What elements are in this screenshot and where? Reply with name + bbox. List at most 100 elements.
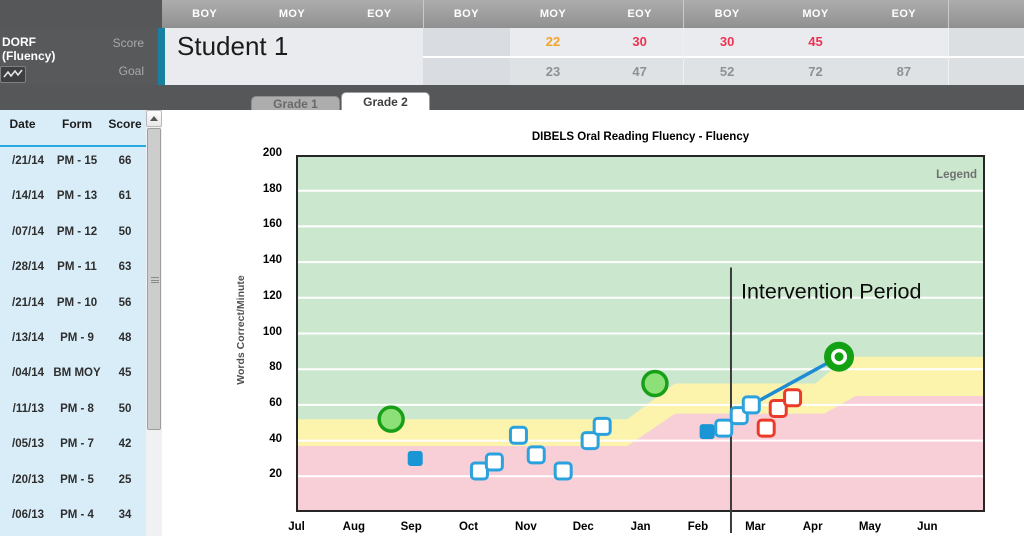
tab-grade-2[interactable]: Grade 2 bbox=[341, 92, 430, 110]
table-row[interactable]: /05/13 PM - 7 42 bbox=[0, 427, 146, 462]
cell-date: /11/13 bbox=[12, 402, 44, 415]
header-period-label: BOY bbox=[714, 8, 740, 20]
data-point-progress-monitoring-score[interactable] bbox=[553, 461, 573, 481]
x-axis-month-label: Nov bbox=[515, 521, 537, 533]
benchmark-goal-value: 47 bbox=[596, 57, 683, 85]
cell-score: 50 bbox=[118, 225, 132, 238]
x-axis-month-label: Dec bbox=[572, 521, 594, 533]
y-axis-tick-label: 140 bbox=[262, 254, 282, 267]
cell-score: 42 bbox=[118, 438, 132, 451]
cell-form: BM MOY bbox=[53, 367, 101, 380]
header-period-label: EOY bbox=[627, 8, 652, 20]
table-row[interactable]: /06/13 PM - 4 34 bbox=[0, 498, 146, 533]
scrollbar-thumb[interactable] bbox=[147, 128, 161, 430]
benchmark-goal-value: 72 bbox=[771, 57, 860, 85]
data-point-intervention-pm-score[interactable] bbox=[756, 418, 776, 438]
x-axis-month-label: Feb bbox=[687, 521, 709, 533]
y-axis-tick-label: 60 bbox=[269, 396, 282, 409]
chart-plot: Intervention Period Legend bbox=[296, 155, 985, 533]
cell-form: PM - 8 bbox=[60, 402, 94, 415]
benchmark-score-value: 22 bbox=[509, 28, 597, 56]
data-point-progress-monitoring-score[interactable] bbox=[469, 461, 489, 481]
data-point-benchmark-goal[interactable] bbox=[641, 369, 669, 398]
cell-date: /06/13 bbox=[12, 508, 44, 521]
toolbar-strip bbox=[0, 85, 1024, 110]
x-axis-month-label: Mar bbox=[745, 521, 766, 533]
y-axis-tick-label: 200 bbox=[262, 147, 282, 159]
data-point-intervention-pm-score[interactable] bbox=[783, 388, 803, 408]
table-row[interactable]: /21/14 PM - 15 66 bbox=[0, 144, 146, 179]
header-period-label: MOY bbox=[278, 8, 306, 20]
data-point-progress-monitoring-score[interactable] bbox=[592, 416, 612, 436]
table-row[interactable]: /21/14 PM - 10 56 bbox=[0, 286, 146, 321]
header-corner bbox=[0, 0, 162, 28]
cell-score: 63 bbox=[118, 261, 132, 274]
data-point-progress-monitoring-score[interactable] bbox=[714, 418, 734, 438]
table-row[interactable]: /28/14 PM - 11 63 bbox=[0, 250, 146, 285]
student-name: Student 1 bbox=[177, 31, 289, 61]
data-point-progress-monitoring-score[interactable] bbox=[526, 445, 546, 465]
cell-form: PM - 7 bbox=[60, 438, 94, 451]
y-axis-tick-label: 120 bbox=[262, 289, 282, 302]
x-axis-month-label: Apr bbox=[802, 521, 823, 533]
benchmark-score-value: 30 bbox=[683, 28, 772, 56]
data-point-benchmark-goal[interactable] bbox=[377, 405, 405, 433]
cell-date: /04/14 bbox=[12, 367, 44, 380]
tab-grade-1[interactable]: Grade 1 bbox=[251, 96, 340, 111]
column-header-form[interactable]: Form bbox=[62, 117, 92, 131]
column-header-score[interactable]: Score bbox=[108, 117, 142, 131]
measure-name-2: (Fluency) bbox=[2, 49, 56, 63]
cell-form: PM - 10 bbox=[56, 296, 98, 309]
header-period-label: BOY bbox=[453, 8, 479, 20]
sparkline-icon[interactable] bbox=[0, 66, 26, 83]
cell-form: PM - 9 bbox=[60, 331, 94, 344]
y-axis-tick-label: 40 bbox=[269, 432, 282, 445]
data-point-progress-monitoring-score[interactable] bbox=[484, 452, 504, 472]
x-axis-month-label: May bbox=[858, 521, 882, 533]
data-point-progress-monitoring-score[interactable] bbox=[741, 395, 761, 415]
arrow-up-icon bbox=[150, 116, 158, 121]
cell-score: 66 bbox=[118, 155, 132, 167]
table-row[interactable]: /14/14 PM - 13 61 bbox=[0, 179, 146, 214]
cell-score: 34 bbox=[118, 508, 132, 521]
data-point-intervention-pm-score[interactable] bbox=[768, 398, 788, 418]
cell-date: /21/14 bbox=[12, 296, 44, 309]
data-point-benchmark-score[interactable] bbox=[699, 424, 715, 440]
benchmark-goal-value: 87 bbox=[859, 57, 948, 85]
data-point-progress-monitoring-score[interactable] bbox=[580, 431, 600, 451]
scrollbar-grip-icon bbox=[151, 277, 159, 283]
scrollbar-up-button[interactable] bbox=[146, 110, 162, 127]
band-strategic bbox=[296, 356, 985, 446]
x-axis-month-label: Jan bbox=[630, 521, 651, 533]
table-row[interactable]: /11/13 PM - 8 50 bbox=[0, 392, 146, 427]
benchmark-score-value bbox=[859, 28, 948, 56]
intervention-label: Intervention Period bbox=[741, 280, 921, 304]
table-row[interactable]: /13/14 PM - 9 48 bbox=[0, 321, 146, 356]
y-axis-tick-label: 100 bbox=[262, 325, 282, 338]
data-point-progress-monitoring-score[interactable] bbox=[508, 425, 528, 445]
legend-label[interactable]: Legend bbox=[936, 169, 977, 181]
header-group-separator bbox=[683, 0, 684, 28]
cell-date: /05/13 bbox=[12, 438, 44, 451]
header-group-separator bbox=[423, 0, 424, 28]
cell-date: /13/14 bbox=[12, 331, 44, 344]
score-row-label: Score bbox=[112, 36, 144, 50]
x-axis-month-label: Jul bbox=[288, 521, 305, 533]
header-period-label: EOY bbox=[891, 8, 917, 20]
data-point-benchmark-score[interactable] bbox=[407, 450, 423, 466]
chart-panel: DIBELS Oral Reading Fluency - Fluency Wo… bbox=[162, 110, 1024, 536]
table-row[interactable]: /07/14 PM - 12 50 bbox=[0, 215, 146, 250]
column-header-date[interactable]: Date bbox=[9, 117, 36, 131]
table-row[interactable]: /04/14 BM MOY 45 bbox=[0, 356, 146, 391]
benchmark-score-value: 45 bbox=[771, 28, 860, 56]
benchmark-goal-value: 23 bbox=[509, 57, 597, 85]
accent-bar bbox=[158, 28, 165, 85]
table-scrollbar[interactable] bbox=[146, 110, 162, 536]
plot-border bbox=[296, 155, 985, 512]
student-name-cell[interactable]: Student 1 bbox=[165, 28, 423, 85]
cell-score: 50 bbox=[118, 402, 132, 415]
y-axis-tick-label: 20 bbox=[269, 468, 282, 481]
table-row[interactable]: /20/13 PM - 5 25 bbox=[0, 463, 146, 498]
header-period-label: MOY bbox=[539, 8, 567, 20]
